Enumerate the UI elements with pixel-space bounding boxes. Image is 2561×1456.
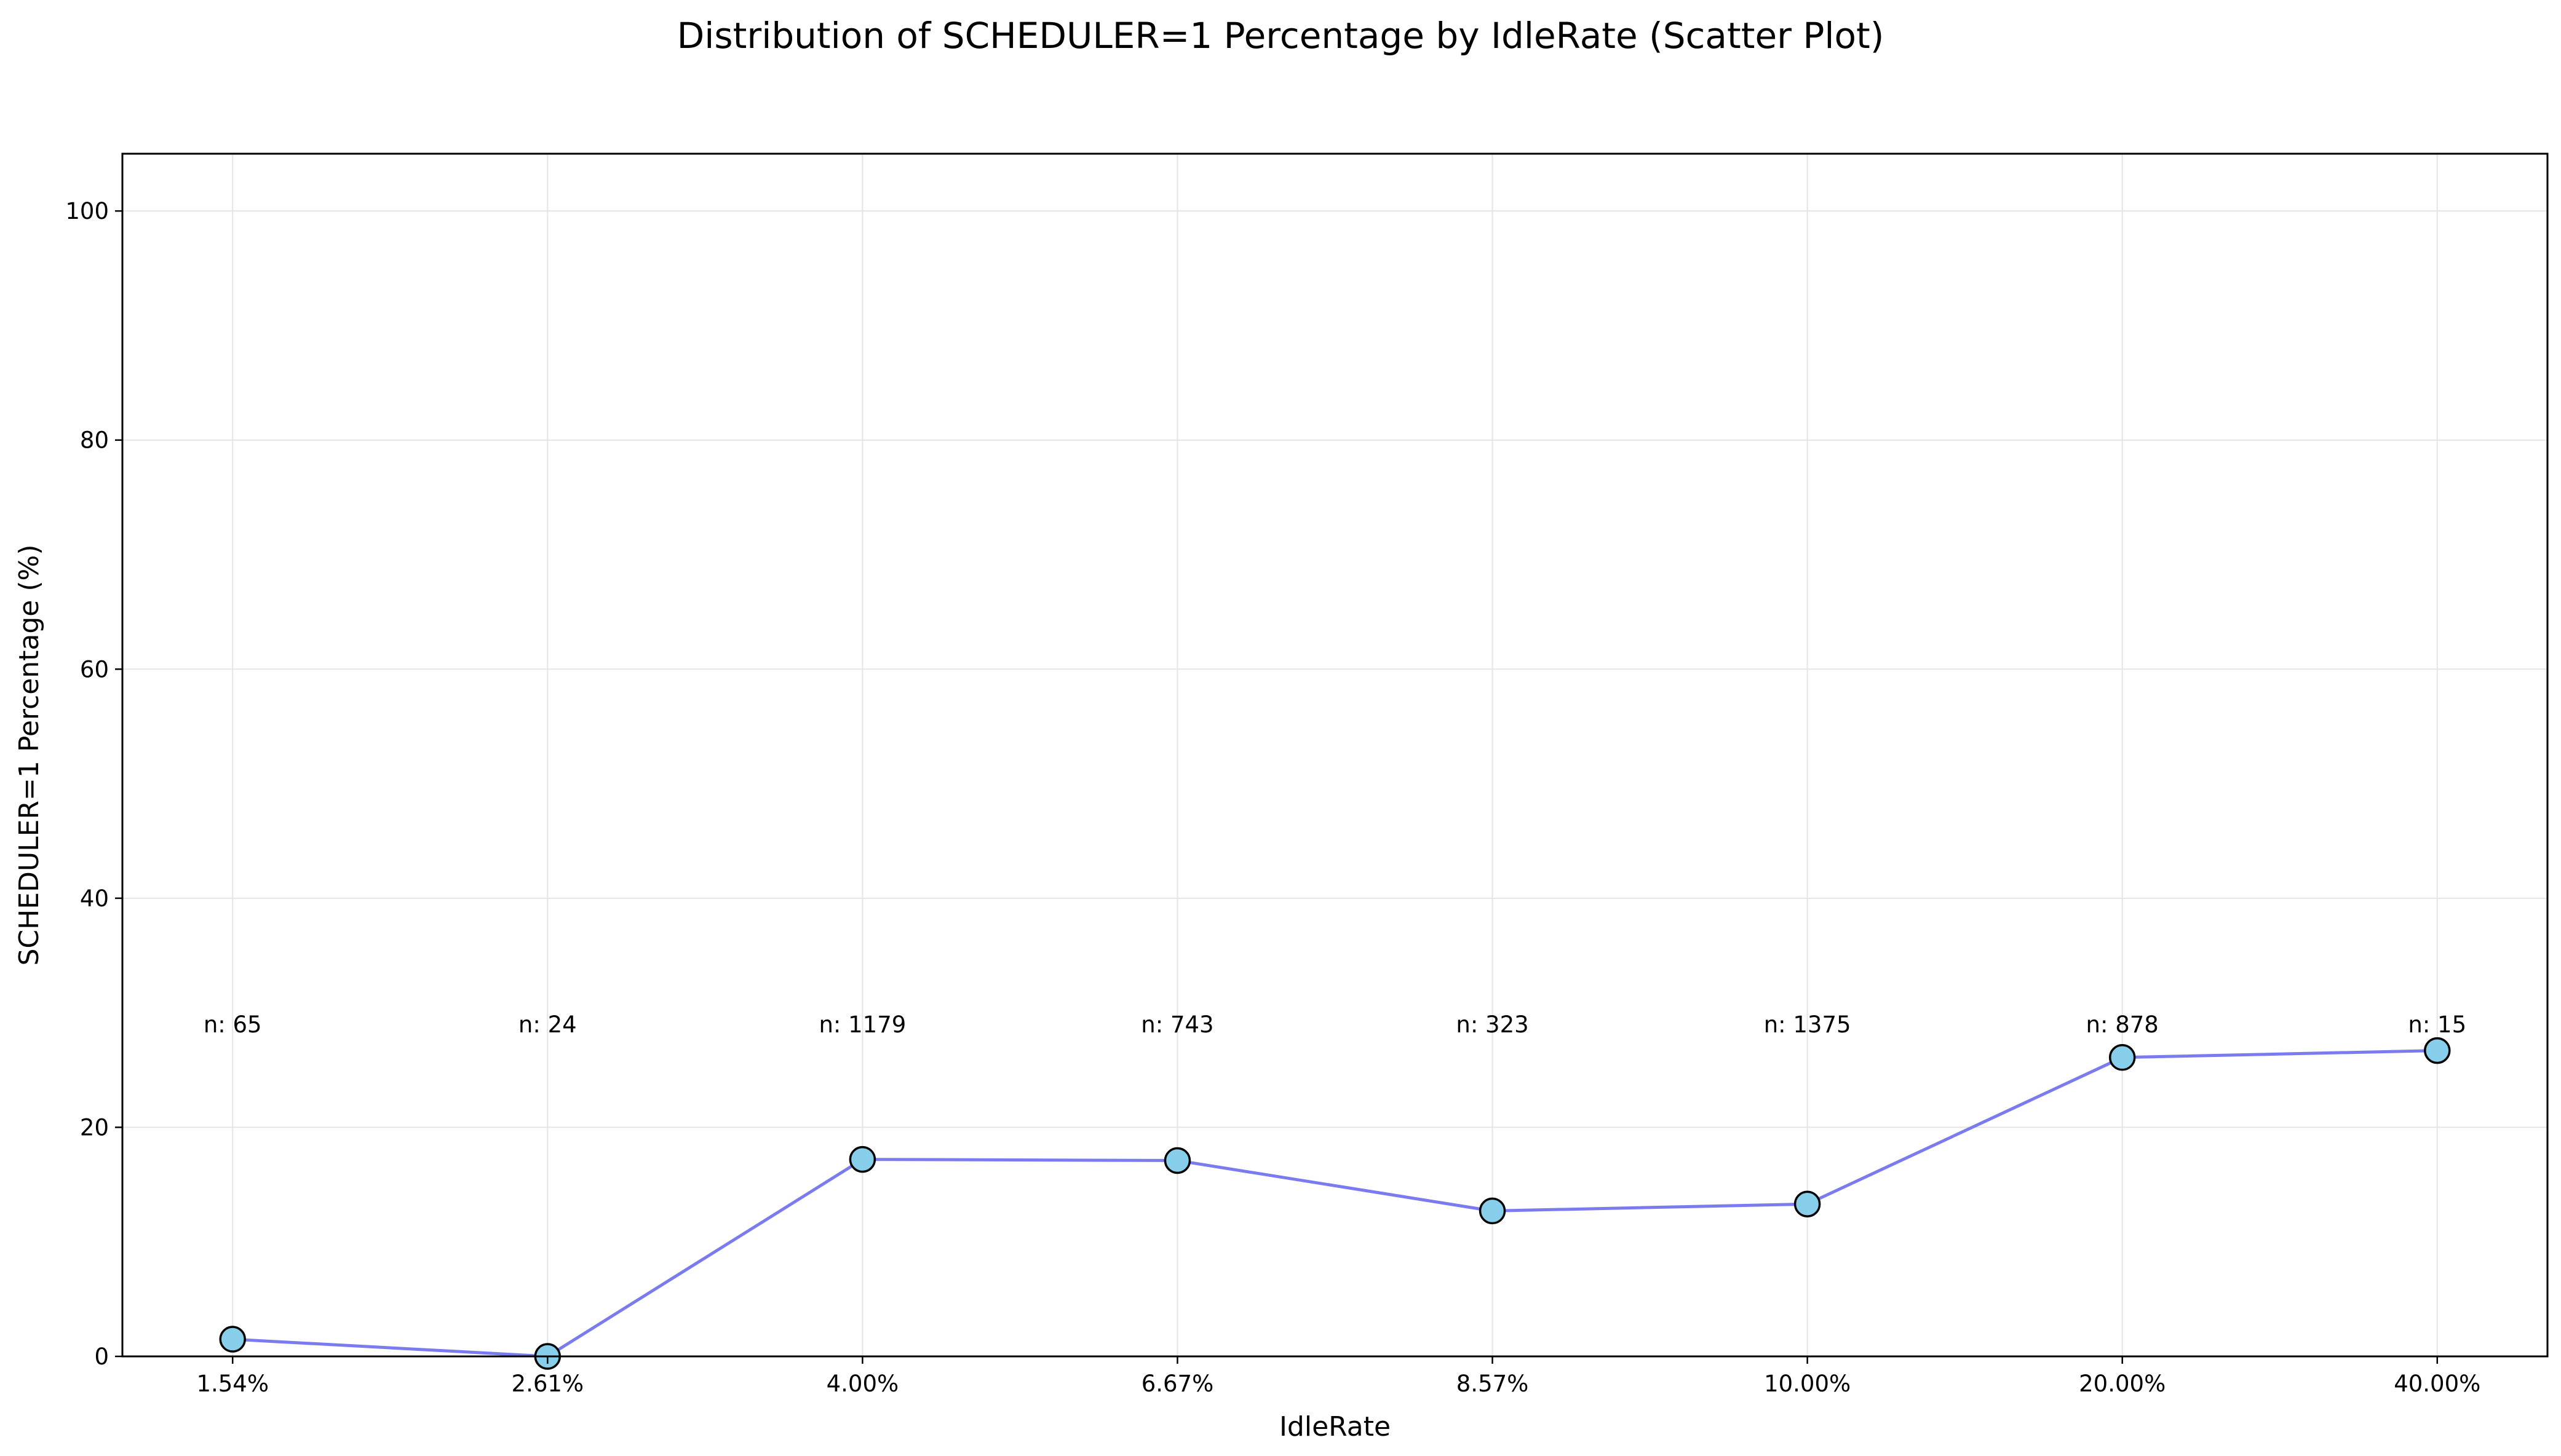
data-point [219,1326,246,1353]
count-label: n: 1179 [819,1011,906,1038]
count-label: n: 24 [518,1011,577,1038]
x-tick-label: 40.00% [2394,1371,2480,1397]
count-label: n: 743 [1141,1011,1213,1038]
y-tick-label: 80 [80,427,109,454]
count-label: n: 65 [204,1011,262,1038]
x-tick-label: 6.67% [1142,1371,1214,1397]
data-point [1164,1147,1191,1174]
data-point [2108,1044,2136,1071]
series-line [232,1049,2437,1358]
data-point [2424,1037,2451,1064]
count-label: n: 1375 [1764,1011,1851,1038]
chart-title: Distribution of SCHEDULER=1 Percentage b… [677,15,1884,57]
data-points [219,1037,2451,1370]
y-tick-label: 40 [80,885,109,912]
y-axis-label: SCHEDULER=1 Percentage (%) [14,544,45,965]
series-line-group [232,1049,2437,1358]
x-axis-label: IdleRate [1279,1411,1391,1442]
data-point [1479,1197,1506,1225]
count-label: n: 323 [1456,1011,1528,1038]
count-label: n: 15 [2408,1011,2466,1038]
y-tick-label: 100 [65,198,109,224]
data-point [1793,1190,1821,1217]
count-label: n: 878 [2086,1011,2159,1038]
x-tick-label: 8.57% [1456,1371,1529,1397]
x-tick-label: 1.54% [196,1371,269,1397]
x-tick-label: 20.00% [2079,1371,2166,1397]
count-labels: n: 65 n: 24 n: 1179 n: 743 n: 323 n: 1375 n: 8… [204,1011,2466,1038]
y-tick-label: 60 [80,656,109,682]
plot-frame [121,152,2549,1358]
data-point [849,1145,876,1173]
x-tick-label: 4.00% [827,1371,899,1397]
y-tick-label: 20 [80,1114,109,1141]
grid [122,154,2547,1357]
x-tick-label: 2.61% [512,1371,584,1397]
x-tick-label: 10.00% [1764,1371,1851,1397]
axis-ticks: 0 20 40 60 80 100 1.54% 2.61% 4.00% 6.67% 8.57% 10.… [65,198,2480,1397]
y-tick-label: 0 [94,1343,109,1370]
